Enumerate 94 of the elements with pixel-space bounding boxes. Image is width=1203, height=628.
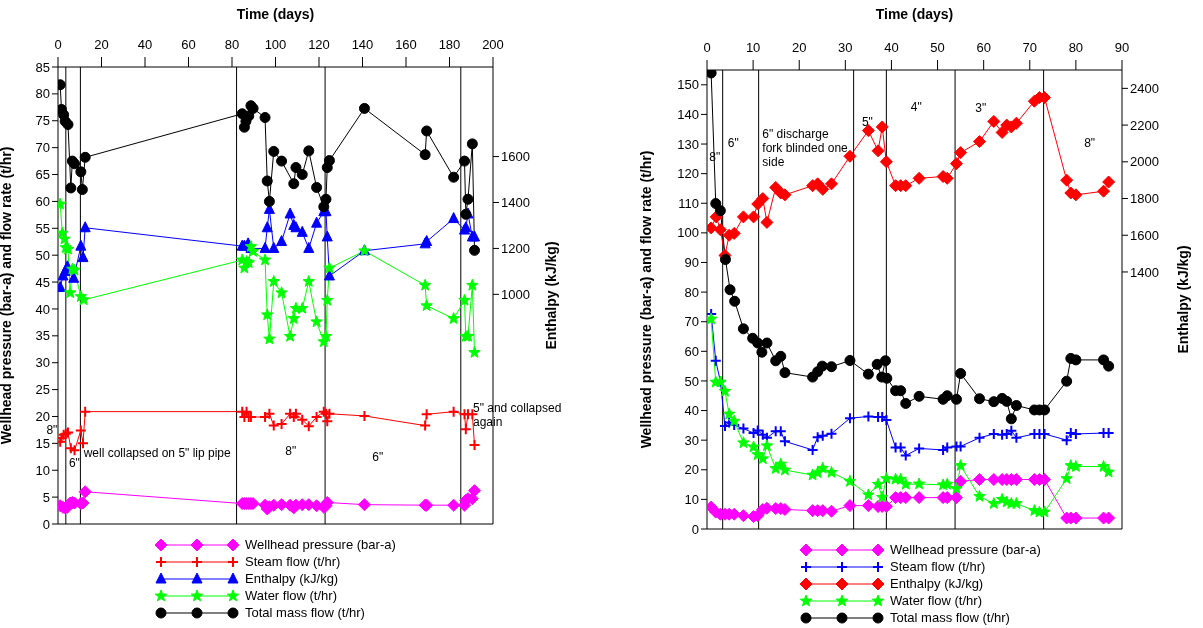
y2-tick-label: 2200 <box>1130 117 1159 133</box>
y-tick-label: 85 <box>35 59 50 75</box>
y-tick-label: 35 <box>35 328 50 344</box>
x-tick-label: 200 <box>482 37 504 52</box>
legend-label: Water flow (t/hr) <box>245 588 337 603</box>
annotation: 8" <box>285 444 297 459</box>
legend-label: Enthalpy (kJ/kg) <box>245 571 339 586</box>
x-axis-title: Time (days) <box>236 5 315 22</box>
annotation: well collapsed on 5" lip pipe <box>82 446 232 461</box>
y-tick-label: 70 <box>684 314 699 330</box>
legend-label: Water flow (t/hr) <box>890 593 982 608</box>
y-tick-label: 45 <box>35 274 50 290</box>
annotation: 6" <box>372 450 384 465</box>
x-tick-label: 50 <box>930 40 945 55</box>
annotation: 5" <box>861 114 873 129</box>
y-tick-label: 20 <box>684 462 699 478</box>
legend-label: Total mass flow (t/hr) <box>245 605 365 620</box>
y-tick-label: 40 <box>684 403 699 419</box>
y2-axis-title: Enthalpy (kJ/kg) <box>542 241 559 350</box>
annotation: 6" <box>727 135 739 150</box>
y-tick-label: 75 <box>35 113 50 129</box>
y-tick-label: 80 <box>684 284 699 300</box>
y2-tick-label: 1600 <box>1130 227 1159 243</box>
x-tick-label: 120 <box>308 37 330 52</box>
y-tick-label: 20 <box>35 409 50 425</box>
x-tick-label: 40 <box>884 40 899 55</box>
y-tick-label: 110 <box>678 195 699 211</box>
y-tick-label: 150 <box>677 77 699 93</box>
x-tick-label: 60 <box>976 40 991 55</box>
y-tick-label: 5 <box>42 489 50 505</box>
annotation: 3" <box>975 101 987 116</box>
legend-label: Total mass flow (t/hr) <box>890 610 1010 625</box>
x-tick-label: 20 <box>791 40 807 55</box>
y-tick-label: 50 <box>684 373 699 389</box>
y2-tick-label: 1400 <box>1130 264 1159 280</box>
legend-label: Steam flow (t/hr) <box>890 559 986 574</box>
y-tick-label: 100 <box>677 225 699 241</box>
x-tick-label: 10 <box>745 40 761 55</box>
x-tick-label: 30 <box>838 40 853 55</box>
y-tick-label: 55 <box>35 220 50 236</box>
y-tick-label: 65 <box>35 167 50 183</box>
y-tick-label: 80 <box>35 86 50 102</box>
legend-label: Wellhead pressure (bar-a) <box>890 542 1041 557</box>
x-tick-label: 0 <box>54 37 62 52</box>
y-tick-label: 0 <box>42 516 50 532</box>
y-tick-label: 130 <box>677 136 699 152</box>
annotation: 4" <box>910 100 922 115</box>
x-tick-label: 40 <box>137 37 153 52</box>
y-tick-label: 120 <box>677 166 699 182</box>
y2-tick-label: 2400 <box>1130 80 1159 96</box>
x-tick-label: 80 <box>1068 40 1084 55</box>
x-tick-label: 80 <box>224 37 240 52</box>
annotation: 5" and collapsed again <box>472 401 562 430</box>
y-tick-label: 90 <box>684 255 699 271</box>
y-tick-label: 60 <box>35 194 50 210</box>
text: 8" <box>46 422 58 437</box>
x-tick-label: 90 <box>1114 40 1130 55</box>
x-tick-label: 140 <box>351 37 374 52</box>
y-tick-label: 60 <box>684 343 699 359</box>
y-tick-label: 70 <box>35 140 50 156</box>
y2-tick-label: 1800 <box>1130 191 1159 207</box>
x-tick-label: 60 <box>181 37 196 52</box>
y-tick-label: 10 <box>35 462 50 478</box>
y2-tick-label: 1400 <box>501 195 530 211</box>
annotation: 6" discharge fork blinded one side <box>762 126 849 169</box>
x-tick-label: 160 <box>395 37 417 52</box>
y-tick-label: 40 <box>35 301 50 317</box>
x-tick-label: 20 <box>94 37 109 52</box>
y-tick-label: 10 <box>684 492 699 507</box>
y-axis-title: Wellhead pressure (bar-a) and flow rate (t/hr) <box>637 150 654 449</box>
y2-tick-label: 1200 <box>501 241 530 257</box>
y-tick-label: 30 <box>684 432 699 448</box>
y-tick-label: 50 <box>35 247 50 263</box>
y-tick-label: 15 <box>35 435 50 451</box>
x-axis-title: Time (days) <box>875 5 954 22</box>
y2-tick-label: 2000 <box>1130 154 1159 170</box>
y2-axis-title: Enthalpy (kJ/kg) <box>1174 245 1191 354</box>
legend-label: Steam flow (t/hr) <box>245 554 341 569</box>
annotation: 8" <box>1084 135 1096 150</box>
x-tick-label: 0 <box>703 40 711 55</box>
legend-label: Enthalpy (kJ/kg) <box>890 576 984 591</box>
annotation: 6" <box>68 455 80 470</box>
x-tick-label: 100 <box>264 37 287 52</box>
legend-label: Wellhead pressure (bar-a) <box>245 537 396 552</box>
y2-tick-label: 1600 <box>501 149 530 165</box>
x-tick-label: 180 <box>438 37 461 52</box>
y-tick-label: 30 <box>35 355 50 371</box>
y-tick-label: 25 <box>35 382 50 398</box>
annotation: 8" <box>709 150 721 165</box>
y-axis-title: Wellhead pressure (bar-a) and flow rate (t/hr) <box>0 146 14 445</box>
y2-tick-label: 1000 <box>501 286 530 302</box>
x-tick-label: 70 <box>1022 40 1038 55</box>
y-tick-label: 140 <box>677 107 699 123</box>
y-tick-label: 0 <box>691 521 699 537</box>
